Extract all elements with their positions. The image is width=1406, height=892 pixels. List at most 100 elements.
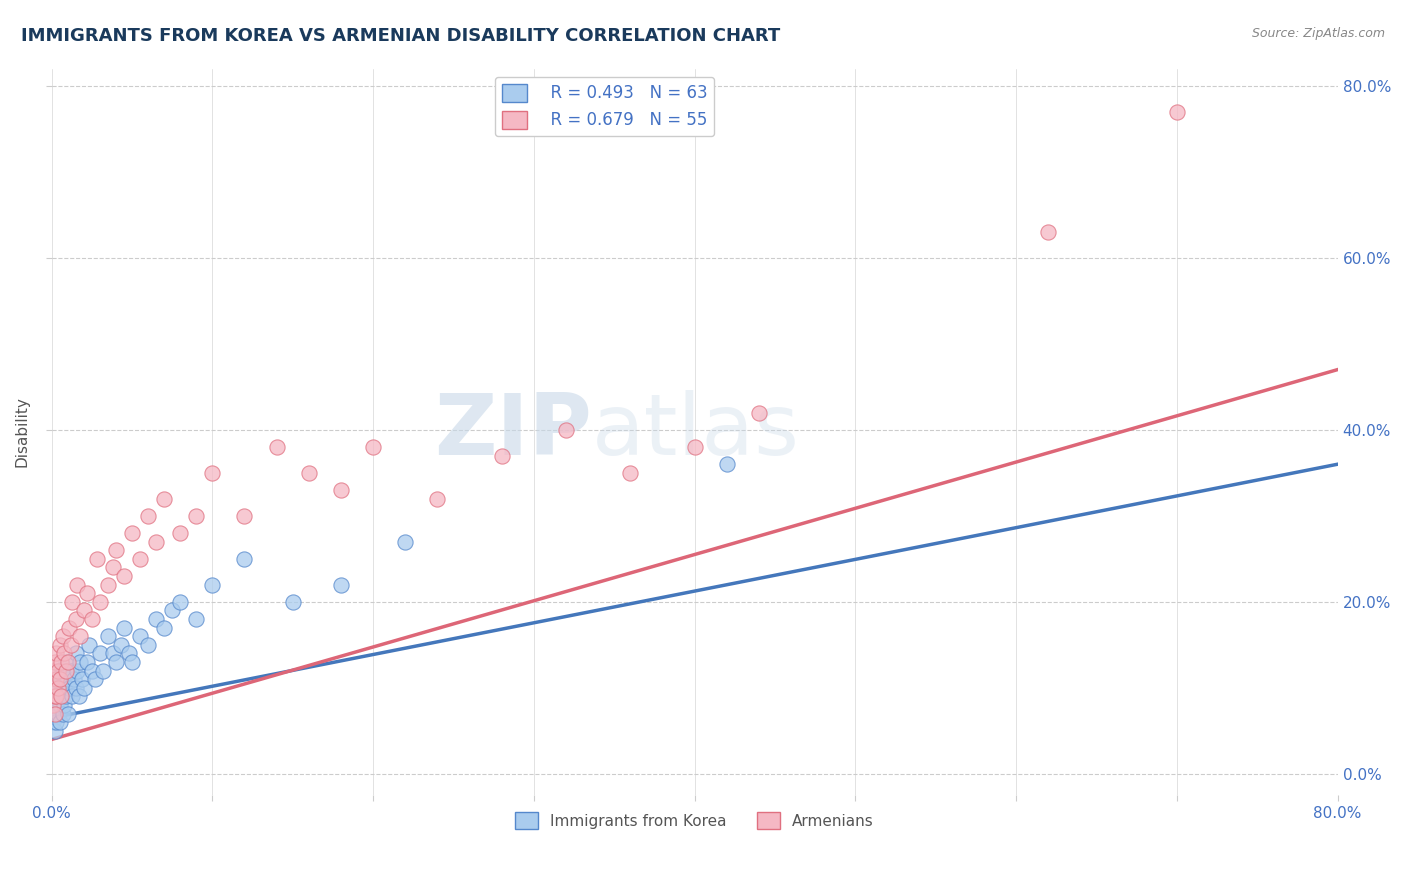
Point bbox=[42, 681, 65, 695]
Point bbox=[70, 673, 93, 687]
Point bbox=[46, 706, 69, 721]
Point bbox=[55, 690, 77, 704]
Point bbox=[491, 449, 513, 463]
Point bbox=[51, 673, 73, 687]
Point bbox=[110, 638, 132, 652]
Point bbox=[48, 681, 70, 695]
Point bbox=[118, 647, 141, 661]
Point bbox=[65, 647, 87, 661]
Y-axis label: Disability: Disability bbox=[15, 397, 30, 467]
Point bbox=[45, 681, 67, 695]
Legend: Immigrants from Korea, Armenians: Immigrants from Korea, Armenians bbox=[509, 806, 880, 835]
Point bbox=[51, 690, 73, 704]
Point bbox=[555, 423, 578, 437]
Point bbox=[42, 715, 65, 730]
Point bbox=[76, 586, 98, 600]
Point bbox=[361, 440, 384, 454]
Point bbox=[329, 483, 352, 497]
Point bbox=[48, 638, 70, 652]
Point bbox=[51, 690, 73, 704]
Point bbox=[44, 706, 66, 721]
Point bbox=[89, 647, 111, 661]
Point bbox=[160, 603, 183, 617]
Point bbox=[59, 638, 82, 652]
Point bbox=[201, 466, 224, 480]
Point bbox=[65, 681, 87, 695]
Point bbox=[281, 595, 304, 609]
Point bbox=[73, 681, 96, 695]
Point bbox=[748, 406, 770, 420]
Point bbox=[42, 698, 65, 712]
Point bbox=[69, 655, 91, 669]
Point bbox=[169, 595, 191, 609]
Text: ZIP: ZIP bbox=[434, 391, 592, 474]
Point bbox=[619, 466, 641, 480]
Point bbox=[136, 508, 159, 523]
Point bbox=[104, 543, 127, 558]
Point bbox=[44, 706, 66, 721]
Point bbox=[52, 706, 75, 721]
Point bbox=[42, 664, 65, 678]
Point bbox=[73, 603, 96, 617]
Point bbox=[45, 647, 67, 661]
Point bbox=[97, 577, 120, 591]
Point bbox=[44, 655, 66, 669]
Point bbox=[80, 664, 103, 678]
Text: IMMIGRANTS FROM KOREA VS ARMENIAN DISABILITY CORRELATION CHART: IMMIGRANTS FROM KOREA VS ARMENIAN DISABI… bbox=[21, 27, 780, 45]
Point bbox=[145, 612, 167, 626]
Point bbox=[53, 647, 76, 661]
Point bbox=[44, 723, 66, 738]
Point bbox=[42, 698, 65, 712]
Point bbox=[52, 664, 75, 678]
Point bbox=[46, 681, 69, 695]
Point bbox=[1166, 104, 1188, 119]
Point bbox=[55, 655, 77, 669]
Point bbox=[63, 673, 86, 687]
Point bbox=[46, 664, 69, 678]
Point bbox=[329, 577, 352, 591]
Point bbox=[104, 655, 127, 669]
Point bbox=[86, 551, 108, 566]
Point bbox=[153, 491, 176, 506]
Point bbox=[45, 690, 67, 704]
Point bbox=[80, 612, 103, 626]
Point bbox=[233, 551, 256, 566]
Point bbox=[394, 534, 416, 549]
Point bbox=[186, 508, 208, 523]
Point bbox=[53, 698, 76, 712]
Point bbox=[51, 655, 73, 669]
Point bbox=[62, 595, 84, 609]
Point bbox=[42, 681, 65, 695]
Point bbox=[298, 466, 321, 480]
Point bbox=[112, 569, 135, 583]
Point bbox=[716, 457, 738, 471]
Point bbox=[42, 690, 65, 704]
Point bbox=[233, 508, 256, 523]
Point bbox=[84, 673, 107, 687]
Point bbox=[45, 715, 67, 730]
Point bbox=[91, 664, 114, 678]
Point bbox=[56, 673, 79, 687]
Point bbox=[77, 638, 100, 652]
Point bbox=[58, 681, 80, 695]
Point bbox=[145, 534, 167, 549]
Point bbox=[52, 629, 75, 643]
Point bbox=[101, 560, 124, 574]
Point bbox=[45, 698, 67, 712]
Point bbox=[58, 621, 80, 635]
Point bbox=[121, 655, 143, 669]
Point bbox=[67, 690, 90, 704]
Point bbox=[101, 647, 124, 661]
Text: Source: ZipAtlas.com: Source: ZipAtlas.com bbox=[1251, 27, 1385, 40]
Point bbox=[1038, 225, 1060, 239]
Point bbox=[66, 664, 89, 678]
Point bbox=[201, 577, 224, 591]
Point bbox=[169, 526, 191, 541]
Point bbox=[129, 629, 152, 643]
Text: atlas: atlas bbox=[592, 391, 800, 474]
Point bbox=[53, 681, 76, 695]
Point bbox=[136, 638, 159, 652]
Point bbox=[56, 655, 79, 669]
Point bbox=[153, 621, 176, 635]
Point bbox=[65, 612, 87, 626]
